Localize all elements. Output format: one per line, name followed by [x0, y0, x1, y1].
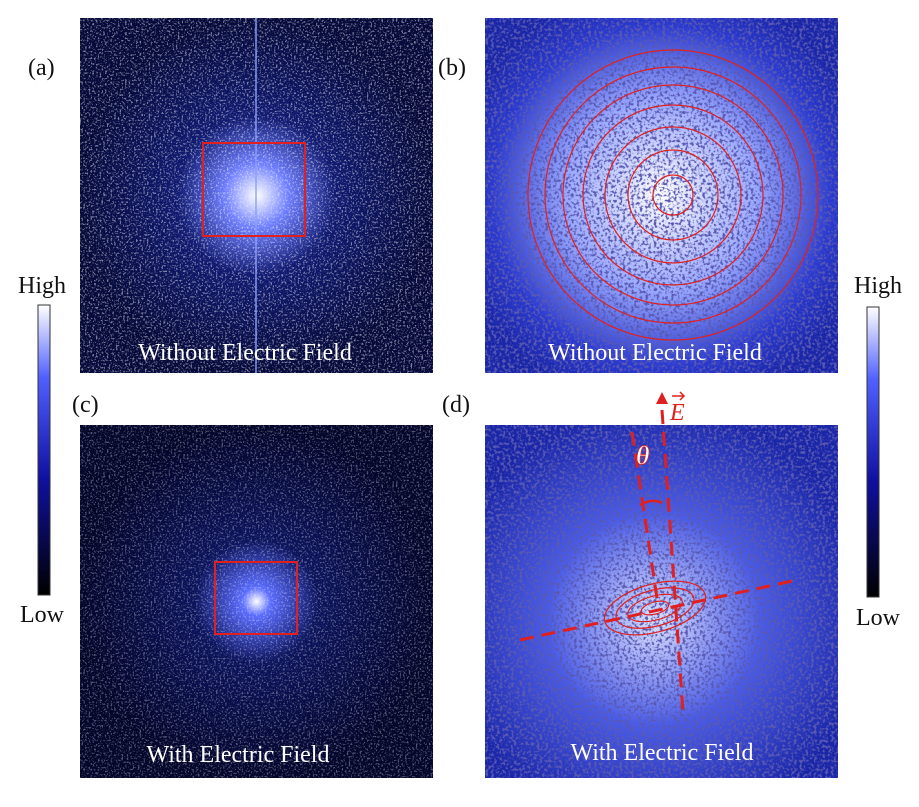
panel-b: (b) Without Electric Field: [438, 18, 838, 373]
colorbar-high: High: [854, 273, 902, 299]
rings: [527, 49, 819, 341]
panel-label: (d): [442, 392, 470, 418]
caption: With Electric Field: [571, 740, 754, 766]
panel-label: (a): [28, 55, 55, 81]
caption: With Electric Field: [147, 742, 330, 768]
field-label: E: [669, 400, 685, 426]
panel-label: (b): [438, 55, 466, 81]
speckle: [485, 18, 838, 373]
speckle: [80, 425, 433, 778]
colorbar-high: High: [18, 273, 66, 299]
colorbar-right: High Low: [854, 273, 902, 631]
axes-lines: [519, 409, 798, 713]
colorbar-low: Low: [20, 602, 65, 628]
angle-label: θ: [636, 441, 650, 470]
arrow-head: [656, 392, 668, 404]
caption: Without Electric Field: [548, 340, 762, 366]
roi-box: [202, 142, 306, 237]
colorbar-left: High Low: [18, 273, 66, 628]
colorbar: [866, 306, 880, 598]
vector-arrow-head: [679, 391, 686, 401]
roi-box: [214, 561, 298, 635]
colorbar: [37, 304, 51, 596]
colorbar-low: Low: [856, 605, 901, 631]
caption: Without Electric Field: [138, 340, 352, 366]
panel-c: (c) With Electric Field: [72, 392, 433, 778]
panel-a: (a) Without Electric Field: [28, 18, 433, 373]
angle-arc: [639, 499, 663, 507]
panel-d: E θ (d) With Electric Field: [442, 391, 838, 778]
panel-label: (c): [72, 392, 99, 418]
